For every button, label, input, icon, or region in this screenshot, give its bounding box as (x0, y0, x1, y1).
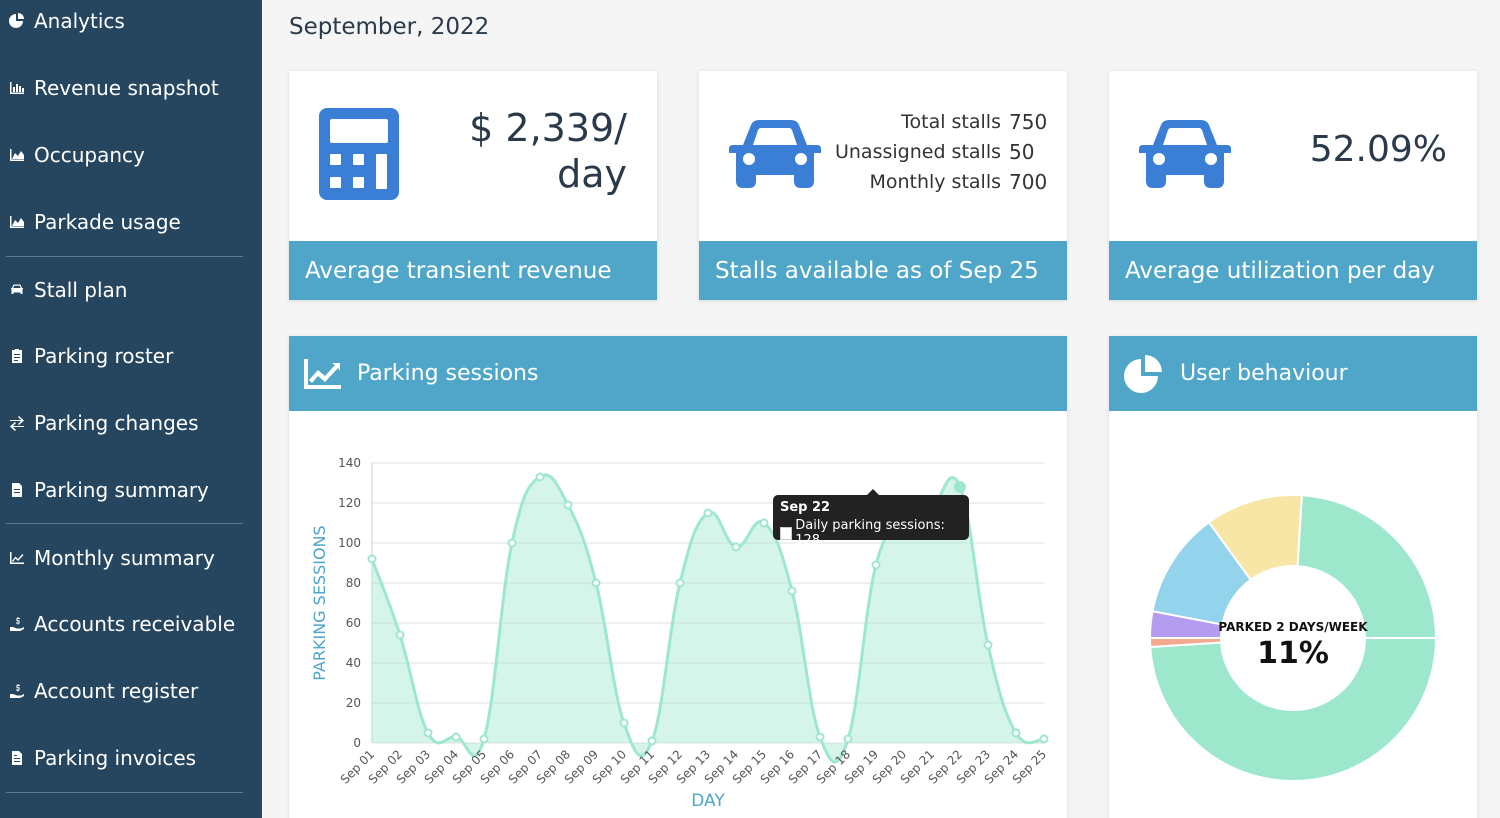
file-icon (8, 482, 26, 498)
sidebar-item-label: Analytics (34, 9, 125, 33)
car-icon (1139, 119, 1231, 193)
line-chart-icon (304, 358, 341, 389)
utilization-value: 52.09% (1309, 129, 1447, 170)
pie-chart-icon (8, 13, 26, 29)
revenue-value-line1: $ 2,339/ (469, 106, 627, 150)
area-chart-icon (8, 214, 26, 230)
invoice-icon (8, 750, 26, 766)
hand-dollar-icon (8, 683, 26, 699)
page-title: September, 2022 (289, 14, 490, 40)
exchange-icon (8, 415, 26, 431)
sidebar-item-parkade-usage[interactable]: Parkade usage (0, 202, 262, 242)
sidebar-item-label: Stall plan (34, 278, 128, 302)
revenue-value: $ 2,339/ day (469, 105, 627, 197)
sidebar-item-label: Monthly summary (34, 546, 215, 570)
stalls-label: Total stalls (901, 111, 1001, 133)
sidebar-item-label: Accounts receivable (34, 612, 236, 636)
stalls-list: Total stalls 750 Unassigned stalls 50 Mo… (835, 107, 1048, 197)
hand-dollar-icon (8, 616, 26, 632)
donut-center: PARKED 2 DAYS/WEEK 11% (1193, 620, 1393, 671)
stalls-card-footer: Stalls available as of Sep 25 (699, 241, 1067, 300)
stalls-value: 700 (1009, 170, 1048, 194)
sidebar-item-analytics[interactable]: Analytics (0, 1, 262, 41)
sidebar-item-label: Parking changes (34, 411, 199, 435)
sidebar-item-parking-invoices[interactable]: Parking invoices (0, 738, 262, 778)
user-behaviour-panel: User behaviour (1109, 336, 1477, 818)
stalls-value: 50 (1009, 140, 1035, 164)
sidebar-item-parking-summary[interactable]: Parking summary (0, 470, 262, 510)
clipboard-icon (8, 348, 26, 364)
pie-chart-icon (1124, 354, 1164, 393)
revenue-card-footer: Average transient revenue (289, 241, 657, 300)
donut-center-value: 11% (1257, 636, 1329, 671)
stalls-row-total: Total stalls 750 (835, 107, 1048, 137)
stalls-row-unassigned: Unassigned stalls 50 (835, 137, 1045, 167)
sidebar-item-revenue-snapshot[interactable]: Revenue snapshot (0, 68, 262, 108)
tooltip-row: Daily parking sessions: 128 (780, 518, 962, 548)
parking-sessions-panel: Parking sessions (289, 336, 1067, 818)
line-chart-icon (8, 550, 26, 566)
sidebar-item-label: Parking summary (34, 478, 209, 502)
sidebar-item-label: Parkade usage (34, 210, 181, 234)
tooltip-text: Daily parking sessions: 128 (795, 518, 945, 548)
tooltip-swatch (780, 526, 793, 540)
donut-center-label: PARKED 2 DAYS/WEEK (1218, 620, 1368, 634)
sidebar-item-label: Revenue snapshot (34, 76, 219, 100)
sidebar-item-stall-plan[interactable]: Stall plan (0, 270, 262, 310)
sidebar-item-account-register[interactable]: Account register (0, 671, 262, 711)
chart-tooltip: Sep 22 Daily parking sessions: 128 (773, 489, 969, 548)
sidebar-divider (6, 523, 243, 524)
parking-sessions-title: Parking sessions (357, 361, 539, 386)
revenue-card: $ 2,339/ day Average transient revenue (289, 71, 657, 300)
car-icon (729, 119, 821, 193)
car-icon (8, 282, 26, 298)
sidebar: Analytics Revenue snapshot Occupancy Par… (0, 0, 262, 818)
sidebar-item-label: Account register (34, 679, 199, 703)
sidebar-item-label: Parking invoices (34, 746, 197, 770)
stalls-label: Unassigned stalls (834, 141, 1001, 163)
stalls-row-monthly: Monthly stalls 700 (835, 167, 1048, 197)
utilization-card: 52.09% Average utilization per day (1109, 71, 1477, 300)
user-behaviour-title: User behaviour (1180, 361, 1348, 386)
stalls-card: Total stalls 750 Unassigned stalls 50 Mo… (699, 71, 1067, 300)
utilization-card-footer: Average utilization per day (1109, 241, 1477, 300)
sidebar-item-parking-changes[interactable]: Parking changes (0, 403, 262, 443)
revenue-value-line2: day (557, 152, 627, 196)
sidebar-item-parking-roster[interactable]: Parking roster (0, 336, 262, 376)
user-behaviour-header: User behaviour (1109, 336, 1477, 411)
area-chart-icon (8, 147, 26, 163)
parking-sessions-header: Parking sessions (289, 336, 1067, 411)
calculator-icon (319, 108, 399, 204)
sidebar-item-occupancy[interactable]: Occupancy (0, 135, 262, 175)
sidebar-item-label: Occupancy (34, 143, 145, 167)
tooltip-title: Sep 22 (780, 500, 831, 515)
stalls-value: 750 (1009, 110, 1048, 134)
sidebar-item-monthly-summary[interactable]: Monthly summary (0, 538, 262, 578)
sidebar-divider (6, 256, 243, 257)
sidebar-divider (6, 792, 243, 793)
stalls-label: Monthly stalls (869, 171, 1001, 193)
sidebar-item-accounts-receivable[interactable]: Accounts receivable (0, 604, 262, 644)
bar-chart-icon (8, 80, 26, 96)
sidebar-item-label: Parking roster (34, 344, 174, 368)
